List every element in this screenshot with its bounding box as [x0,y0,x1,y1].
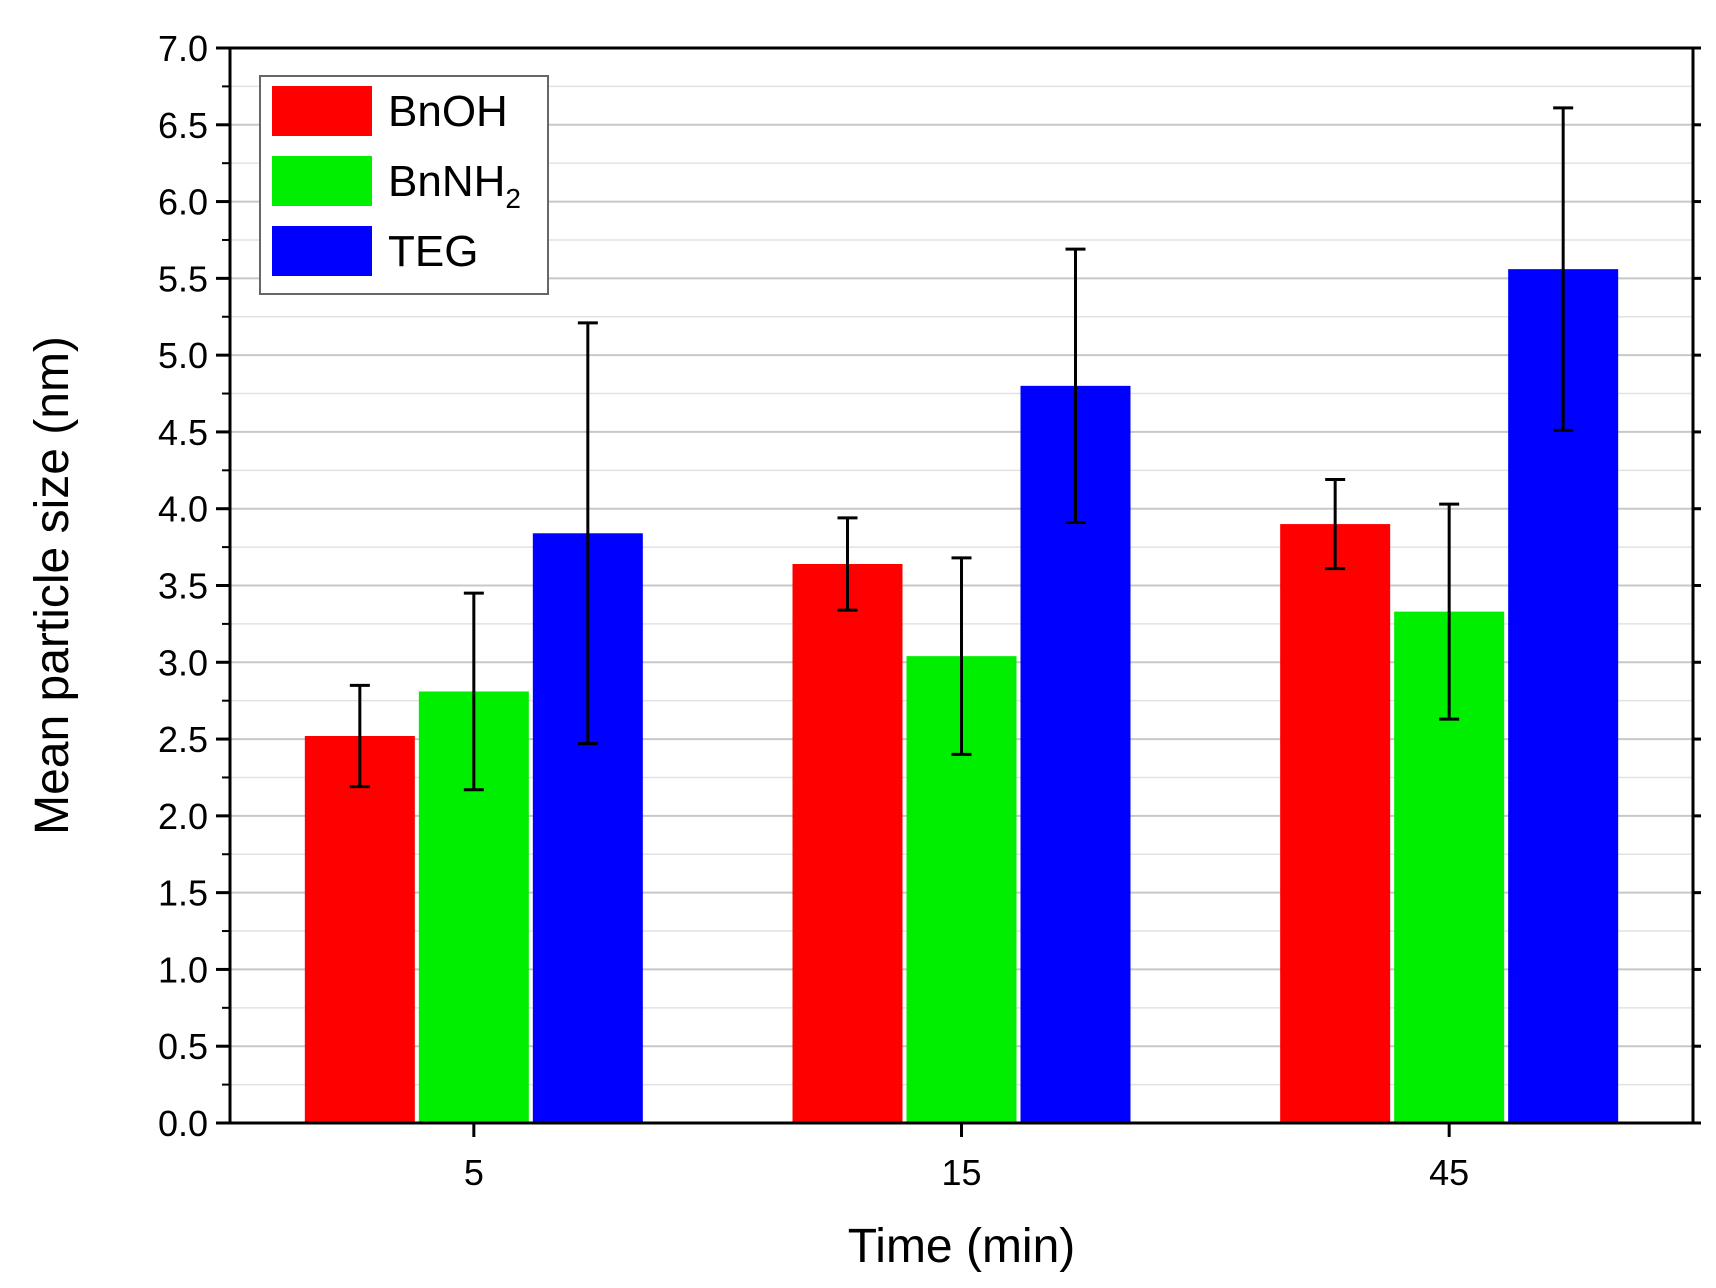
legend-swatch-bnoh [272,86,372,136]
x-axis-title: Time (min) [848,1220,1076,1273]
x-tick-label: 15 [941,1152,981,1193]
legend-label-subscript: 2 [505,183,521,214]
y-tick-label: 5.0 [158,335,208,376]
tick-labels: 0.0 0.5 1.0 1.5 2.0 2.5 3.0 3.5 4.0 4.5 5.0 5.5 6.0 6… [158,28,1469,1193]
y-tick-label: 0.0 [158,1103,208,1144]
y-tick-label: 1.0 [158,949,208,990]
x-tick-label: 5 [464,1152,484,1193]
error-bars [349,106,1574,792]
y-tick-label: 3.0 [158,642,208,683]
legend-label-bnoh: BnOH [388,87,508,136]
y-tick-label: 5.5 [158,258,208,299]
y-tick-label: 4.0 [158,489,208,530]
y-tick-label: 0.5 [158,1026,208,1067]
x-tick-label: 45 [1429,1152,1469,1193]
bars [304,269,1619,1124]
legend-label-teg: TEG [388,227,478,276]
y-tick-label: 7.0 [158,28,208,69]
y-axis-title: Mean particle size (nm) [26,336,79,835]
legend-label-text: BnOH [388,87,508,136]
y-tick-label: 2.0 [158,796,208,837]
axis-ticks [216,46,1701,1137]
bar-bnoh-5 [304,736,415,1123]
y-tick-label: 2.5 [158,719,208,760]
y-tick-label: 6.0 [158,182,208,223]
legend-label-text: BnNH [388,157,505,206]
legend-label-text: TEG [388,227,478,276]
bar-bnoh-45 [1280,524,1391,1123]
legend-swatch-teg [272,226,372,276]
legend: BnOH BnNH2 TEG [259,75,549,295]
y-tick-label: 1.5 [158,873,208,914]
bar-bnoh-15 [792,564,903,1123]
y-tick-label: 6.5 [158,105,208,146]
y-tick-label: 4.5 [158,412,208,453]
legend-label-bnnh: BnNH2 [388,157,521,214]
y-tick-label: 3.5 [158,566,208,607]
legend-swatch-bnnh [272,156,372,206]
